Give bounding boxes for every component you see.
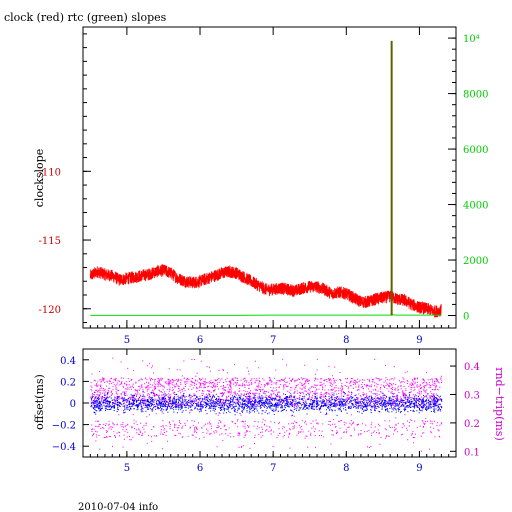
top-x-tick-label: 6: [197, 335, 203, 346]
bottom-x-tick-label: 7: [270, 463, 276, 474]
bottom-left-tick-label: −0.4: [52, 442, 76, 453]
rtc-spike: [390, 40, 393, 316]
offset-points: [90, 390, 443, 416]
bottom-right-tick-label: 0.3: [464, 390, 480, 401]
bottom-left-tick-label: 0.4: [60, 356, 76, 367]
top-left-axis: -110 -115 -120: [39, 33, 91, 324]
bottom-x-tick-label: 6: [197, 463, 203, 474]
bottom-panel: 5 6 7 8 9 0.4 0.2 0 −0.2 −0.4 0.4 0.3 0.2 0.1 offse…: [33, 348, 506, 474]
bottom-y-label-right: rnd−trip(ms): [493, 367, 506, 441]
rndtrip-points: [90, 357, 443, 452]
bottom-left-tick-label: −0.2: [52, 421, 76, 432]
top-x-tick-label: 9: [416, 335, 422, 346]
bottom-x-tick-label: 5: [124, 463, 130, 474]
top-x-axis: 5 6 7 8 9: [89, 27, 450, 346]
bottom-x-tick-label: 8: [343, 463, 349, 474]
rtc-series-line: [90, 314, 442, 316]
bottom-x-tick-label: 9: [416, 463, 422, 474]
bottom-right-axis: 0.4 0.3 0.2 0.1: [450, 362, 480, 458]
bottom-series-group: [90, 357, 443, 452]
bottom-left-tick-label: 0: [70, 399, 76, 410]
top-right-tick-label: 6000: [463, 145, 488, 156]
bottom-x-axis: 5 6 7 8 9: [89, 349, 450, 474]
top-left-tick-label: -115: [39, 236, 61, 247]
top-right-tick-label: 2000: [463, 256, 488, 267]
top-x-tick-label: 8: [343, 335, 349, 346]
bottom-right-tick-label: 0.4: [464, 362, 480, 373]
bottom-left-tick-label: 0.2: [60, 377, 76, 388]
top-right-tick-label: 10⁴: [463, 34, 480, 45]
bottom-right-tick-label: 0.1: [464, 447, 480, 458]
top-x-tick-label: 5: [124, 335, 130, 346]
top-x-tick-label: 7: [270, 335, 276, 346]
bottom-y-label-left: offset(ms): [33, 374, 46, 430]
top-series-group: [89, 40, 442, 318]
top-right-tick-label: 8000: [463, 90, 488, 101]
bottom-right-tick-label: 0.2: [464, 419, 480, 430]
top-y-label: clockslope: [33, 149, 46, 207]
top-plot-frame: [82, 26, 457, 329]
top-right-tick-label: 0: [463, 312, 469, 323]
top-left-tick-label: -110: [39, 167, 61, 178]
top-right-tick-label: 4000: [463, 201, 488, 212]
footer-date: 2010-07-04 info: [78, 502, 158, 512]
chart-title: clock (red) rtc (green) slopes: [4, 11, 167, 24]
clock-series-line: [89, 264, 442, 318]
bottom-left-axis: 0.4 0.2 0 −0.2 −0.4: [52, 356, 89, 453]
top-right-axis: 10⁴ 8000 6000 4000 2000 0: [448, 34, 488, 323]
top-left-tick-label: -120: [39, 305, 61, 316]
